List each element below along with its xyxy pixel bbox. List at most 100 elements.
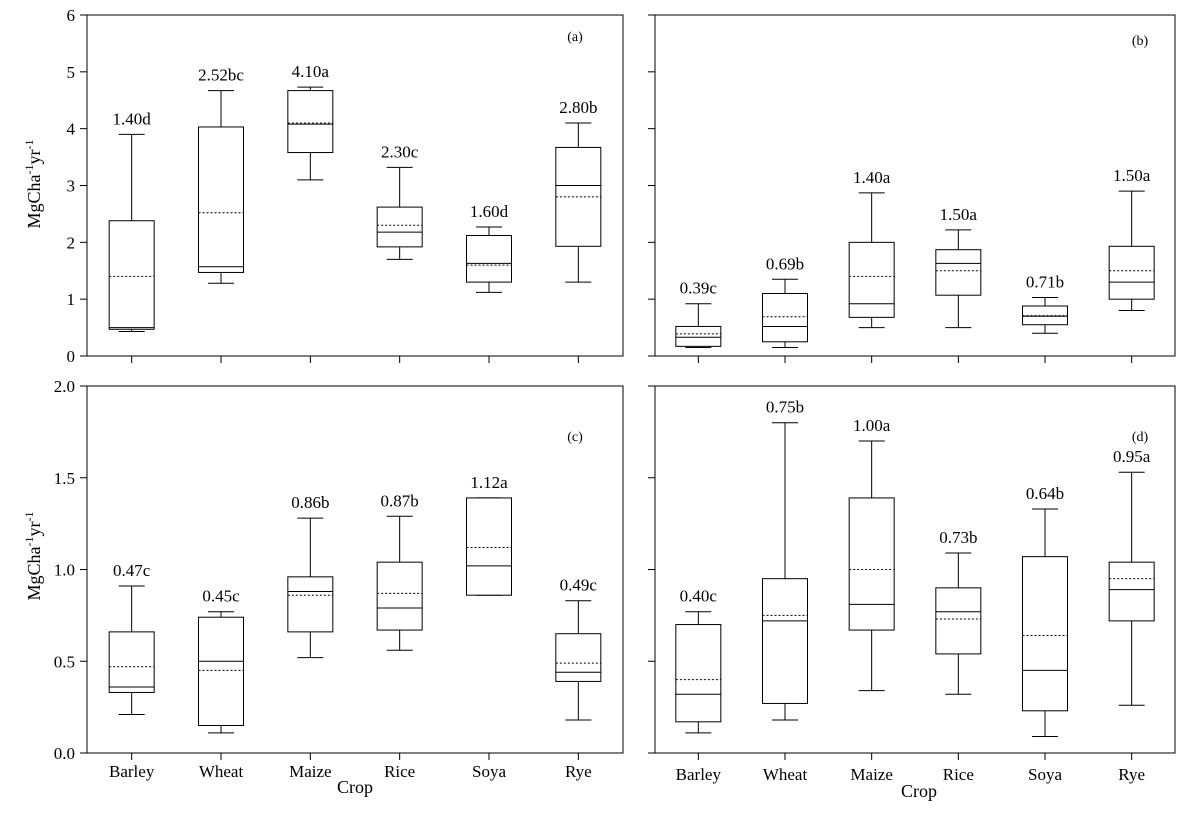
box-value-label: 0.47c <box>113 561 151 580</box>
box-b-rice: 1.50a <box>935 205 982 329</box>
y-tick-label-c: 2.0 <box>54 377 75 396</box>
box-value-label: 0.95a <box>1113 447 1151 466</box>
iqr-box <box>848 241 895 318</box>
y-axis-title-c: MgCha-1yr-1 <box>22 512 44 601</box>
iqr-box <box>1022 305 1068 326</box>
box-c-maize: 0.86b <box>287 493 334 659</box>
box-value-label: 0.69b <box>766 254 804 273</box>
x-tick-label-c: Rye <box>565 762 592 781</box>
box-c-rye: 0.49c <box>555 576 602 721</box>
x-tick-label-d: Rye <box>1118 765 1145 784</box>
box-c-rice: 0.87b <box>376 491 423 651</box>
iqr-box <box>466 235 512 283</box>
box-value-label: 0.45c <box>202 587 240 606</box>
y-tick-label-a: 0 <box>67 347 76 366</box>
box-value-label: 2.30c <box>381 142 419 161</box>
box-b-rye: 1.50a <box>1108 166 1155 312</box>
box-value-label: 1.60d <box>470 202 509 221</box>
x-tick-label-d: Wheat <box>763 765 808 784</box>
box-b-wheat: 0.69b <box>762 254 808 348</box>
box-c-wheat: 0.45c <box>198 587 244 734</box>
box-value-label: 0.40c <box>680 587 718 606</box>
x-tick-label-d: Maize <box>850 765 892 784</box>
x-axis-title-c: Crop <box>337 777 373 797</box>
box-value-label: 0.49c <box>560 576 598 595</box>
box-a-soya: 1.60d <box>466 202 512 293</box>
panel-a: 0 1 2 3 4 5 6 (a) 1.40d 2.52bc 4.10a 2.30c 1.60d 2.80… <box>67 6 624 366</box>
panel-frame-d <box>654 385 1176 754</box>
box-value-label: 1.50a <box>1113 166 1151 185</box>
iqr-box <box>287 90 334 154</box>
iqr-box <box>675 325 722 347</box>
panel-tag-d: (d) <box>1132 430 1149 445</box>
box-b-soya: 0.71b <box>1022 272 1068 334</box>
iqr-box <box>935 249 982 296</box>
iqr-box <box>1022 556 1068 712</box>
box-value-label: 1.00a <box>853 416 891 435</box>
y-tick-label-c: 1.0 <box>54 561 75 580</box>
iqr-box <box>287 576 334 633</box>
box-d-wheat: 0.75b <box>762 398 808 721</box>
panel-frame-a <box>86 14 624 357</box>
box-a-maize: 4.10a <box>287 62 334 181</box>
panel-tag-a: (a) <box>567 30 583 45</box>
box-value-label: 1.40d <box>113 109 152 128</box>
box-a-rice: 2.30c <box>376 142 423 260</box>
iqr-box <box>1108 561 1155 622</box>
box-value-label: 0.64b <box>1026 484 1064 503</box>
iqr-box <box>935 587 982 655</box>
x-tick-label-c: Barley <box>109 762 155 781</box>
panel-d: Barley Wheat Maize Rice Soya Rye (d) 0.40c 0.75b… <box>648 385 1176 784</box>
panel-tag-b: (b) <box>1132 34 1149 49</box>
iqr-box <box>108 631 155 693</box>
x-tick-label-c: Wheat <box>199 762 244 781</box>
iqr-box <box>675 624 722 723</box>
box-value-label: 1.50a <box>940 205 978 224</box>
box-value-label: 1.40a <box>853 168 891 187</box>
x-tick-label-c: Rice <box>384 762 415 781</box>
x-tick-label-c: Soya <box>472 762 506 781</box>
iqr-box <box>108 220 155 330</box>
box-d-maize: 1.00a <box>848 416 895 692</box>
y-tick-label-a: 6 <box>67 6 76 25</box>
y-tick-label-a: 2 <box>67 233 76 252</box>
box-c-barley: 0.47c <box>108 561 155 715</box>
box-value-label: 4.10a <box>292 62 330 81</box>
iqr-box <box>198 616 244 726</box>
y-tick-label-c: 1.5 <box>54 469 75 488</box>
x-tick-label-c: Maize <box>289 762 331 781</box>
iqr-box <box>376 561 423 631</box>
y-tick-label-a: 3 <box>67 177 76 196</box>
iqr-box <box>555 146 602 247</box>
box-d-barley: 0.40c <box>675 587 722 734</box>
y-tick-label-c: 0.0 <box>54 744 75 763</box>
box-value-label: 0.71b <box>1026 272 1064 291</box>
box-value-label: 0.73b <box>939 528 977 547</box>
iqr-box <box>762 578 808 704</box>
panel-b: (b) 0.39c 0.69b 1.40a 1.50a 0.71b 1.50a <box>648 14 1176 363</box>
iqr-box <box>198 126 244 273</box>
iqr-box <box>1108 245 1155 300</box>
panel-c: 0.0 0.5 1.0 1.5 2.0 Barley Wheat Maize Rice Soya R… <box>54 377 624 781</box>
box-b-maize: 1.40a <box>848 168 895 329</box>
x-axis-title-d: Crop <box>901 781 937 801</box>
y-tick-label-a: 4 <box>67 120 76 139</box>
box-a-barley: 1.40d <box>108 109 155 333</box>
x-tick-label-d: Soya <box>1028 765 1062 784</box>
x-tick-label-d: Rice <box>943 765 974 784</box>
iqr-box <box>762 292 808 343</box>
box-value-label: 2.80b <box>559 98 597 117</box>
box-d-rye: 0.95a <box>1108 447 1155 706</box>
box-c-soya: 1.12a <box>466 473 512 596</box>
box-value-label: 0.39c <box>680 279 718 298</box>
panel-tag-c: (c) <box>567 430 583 445</box>
box-a-wheat: 2.52bc <box>198 66 244 284</box>
y-tick-label-a: 5 <box>67 63 76 82</box>
y-tick-label-c: 0.5 <box>54 652 75 671</box>
box-value-label: 0.75b <box>766 398 804 417</box>
box-value-label: 0.86b <box>291 493 329 512</box>
box-value-label: 0.87b <box>381 491 419 510</box>
box-d-rice: 0.73b <box>935 528 982 695</box>
iqr-box <box>376 206 423 248</box>
